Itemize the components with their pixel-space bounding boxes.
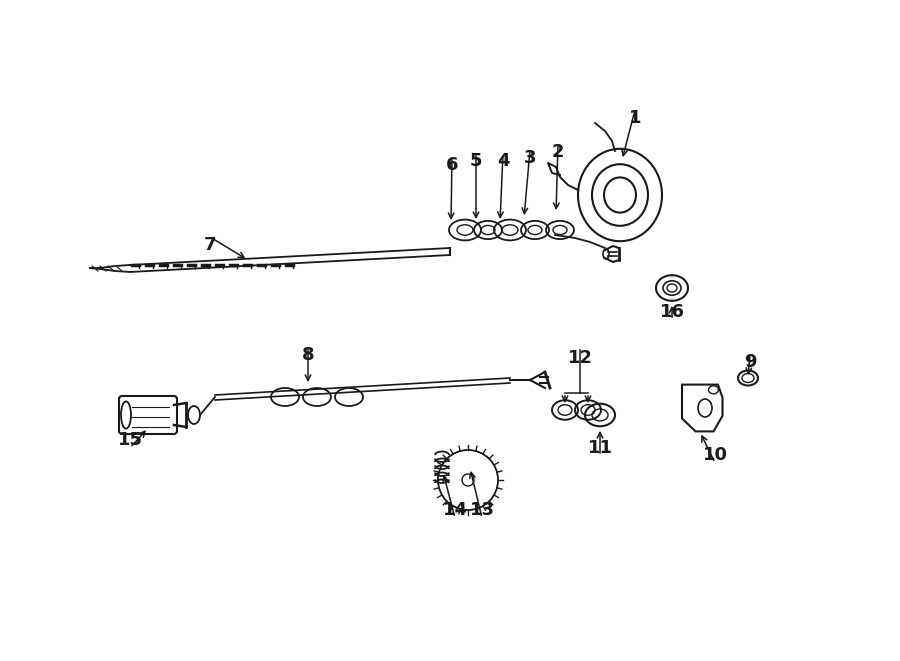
Text: 16: 16	[660, 303, 685, 321]
Text: 6: 6	[446, 156, 458, 174]
Text: 3: 3	[524, 149, 536, 167]
Text: 11: 11	[588, 439, 613, 457]
Text: 4: 4	[497, 152, 509, 170]
Text: 13: 13	[470, 501, 494, 519]
Text: 5: 5	[470, 152, 482, 170]
Text: 14: 14	[443, 501, 467, 519]
Text: 1: 1	[629, 109, 641, 127]
Text: 2: 2	[552, 143, 564, 161]
Text: 7: 7	[203, 236, 216, 254]
Text: 8: 8	[302, 346, 314, 364]
Text: 12: 12	[568, 349, 592, 367]
Text: 10: 10	[703, 446, 727, 464]
Text: 15: 15	[118, 431, 142, 449]
Text: 9: 9	[743, 353, 756, 371]
